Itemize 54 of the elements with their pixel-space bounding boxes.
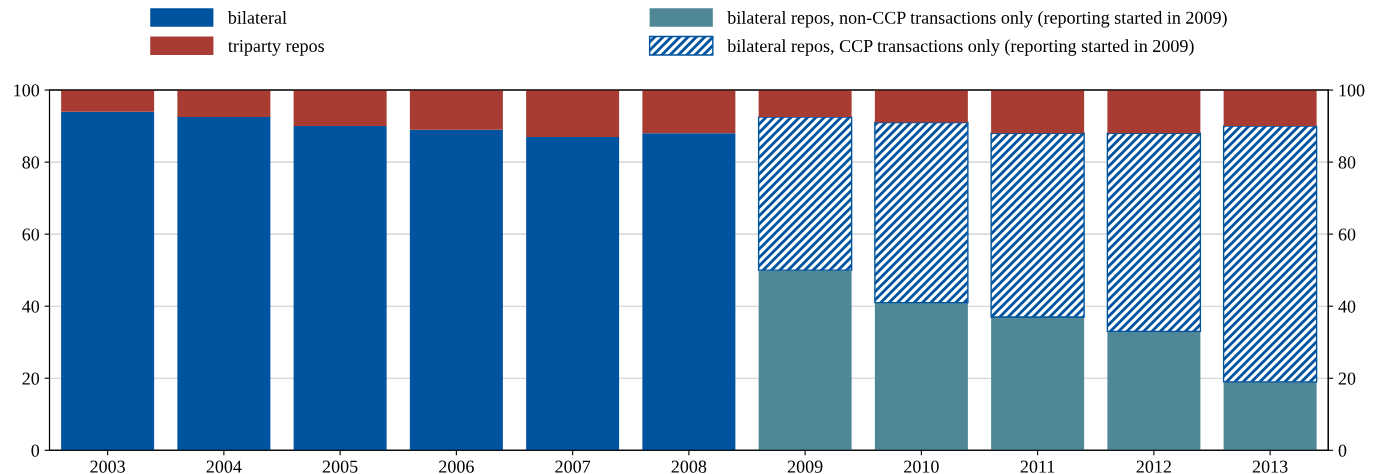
bar [1107,90,1201,134]
bar [642,90,736,134]
bar [61,111,155,451]
x-tick-label: 2004 [206,460,242,473]
y2-tick-label: 80 [1338,156,1356,169]
bar [758,90,852,118]
legend-label: bilateral repos, CCP transactions only (reporting started in 2009) [727,39,1194,56]
y-tick-label: 20 [22,372,40,385]
bar [177,90,271,118]
bar [874,302,968,451]
bar [1223,90,1317,127]
bar [991,317,1085,451]
bar [1107,331,1201,451]
x-tick-label: 2010 [904,460,939,473]
y-tick-label: 60 [22,228,40,241]
x-tick-label: 2009 [787,460,823,473]
bar [1106,132,1202,333]
bar [409,90,503,130]
x-tick-label: 2006 [439,460,474,473]
legend-label: bilateral repos, non-CCP transactions only (reporting started in 2009) [727,11,1227,28]
bar [642,133,736,451]
x-tick-label: 2007 [555,460,591,473]
legend-label: bilateral [227,11,287,24]
y-tick-label: 40 [22,300,40,313]
y2-tick-label: 100 [1339,84,1365,97]
y2-tick-label: 20 [1338,372,1356,385]
bar [990,132,1085,318]
y-tick-label: 80 [22,156,40,169]
x-tick-label: 2013 [1252,460,1288,473]
bar [757,116,853,271]
y-tick-label: 100 [14,84,40,97]
bar [874,121,969,304]
y-tick-label: 0 [31,444,40,457]
x-tick-label: 2008 [671,460,707,473]
bar [991,90,1085,134]
x-tick-label: 2003 [90,460,125,473]
bar [177,117,271,451]
x-tick-label: 2011 [1020,460,1055,473]
y2-tick-label: 60 [1338,228,1356,241]
bar [1222,125,1318,383]
bar [61,90,155,112]
legend-label: triparty repos [228,39,324,56]
x-tick-label: 2005 [322,460,358,473]
bar [526,90,620,137]
x-tick-label: 2012 [1136,460,1171,473]
bar [1223,381,1317,451]
bar [874,90,968,123]
bar [293,90,387,127]
bar [758,270,852,451]
y2-tick-label: 40 [1338,300,1356,313]
bar [526,136,620,451]
y2-tick-label: 0 [1338,444,1347,457]
bar [409,129,503,451]
bar [293,126,387,451]
